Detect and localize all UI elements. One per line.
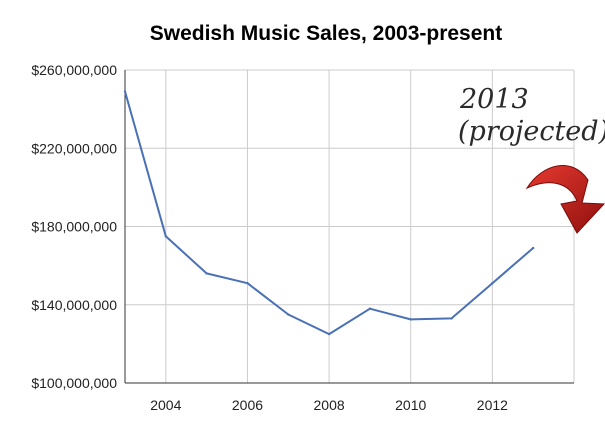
y-tick-label: $140,000,000 — [31, 297, 117, 313]
y-tick-label: $220,000,000 — [31, 140, 117, 156]
data-point — [327, 332, 331, 336]
x-tick-label: 2004 — [150, 397, 181, 413]
data-point — [246, 282, 249, 285]
data-point — [164, 235, 168, 238]
data-point — [123, 90, 127, 93]
y-tick-label: $180,000,000 — [31, 219, 117, 235]
y-tick-label: $100,000,000 — [31, 375, 117, 391]
data-point — [409, 318, 412, 321]
x-tick-label: 2012 — [477, 397, 508, 413]
chart-title: Swedish Music Sales, 2003-present — [150, 22, 503, 45]
data-point — [287, 313, 290, 316]
data-point — [531, 246, 535, 250]
data-point — [368, 307, 372, 310]
y-axis-ticks: $100,000,000 $140,000,000 $180,000,000 $220… — [31, 62, 117, 391]
data-point — [491, 282, 494, 285]
y-tick-label: $260,000,000 — [31, 62, 117, 78]
x-tick-label: 2006 — [232, 397, 263, 413]
series-group — [123, 90, 535, 336]
x-axis-ticks: 2004 2006 2008 2010 2012 — [150, 397, 508, 413]
annotation-projected: (projected) — [458, 116, 605, 147]
x-tick-label: 2008 — [314, 397, 345, 413]
data-point — [205, 272, 208, 275]
axes — [124, 70, 574, 384]
grid-lines — [125, 69, 575, 384]
x-tick-label: 2010 — [395, 397, 426, 413]
curved-arrow-icon — [525, 165, 605, 234]
data-point — [450, 317, 453, 320]
annotation-year: 2013 — [459, 84, 529, 115]
projection-annotation: 2013 (projected) — [458, 84, 605, 234]
